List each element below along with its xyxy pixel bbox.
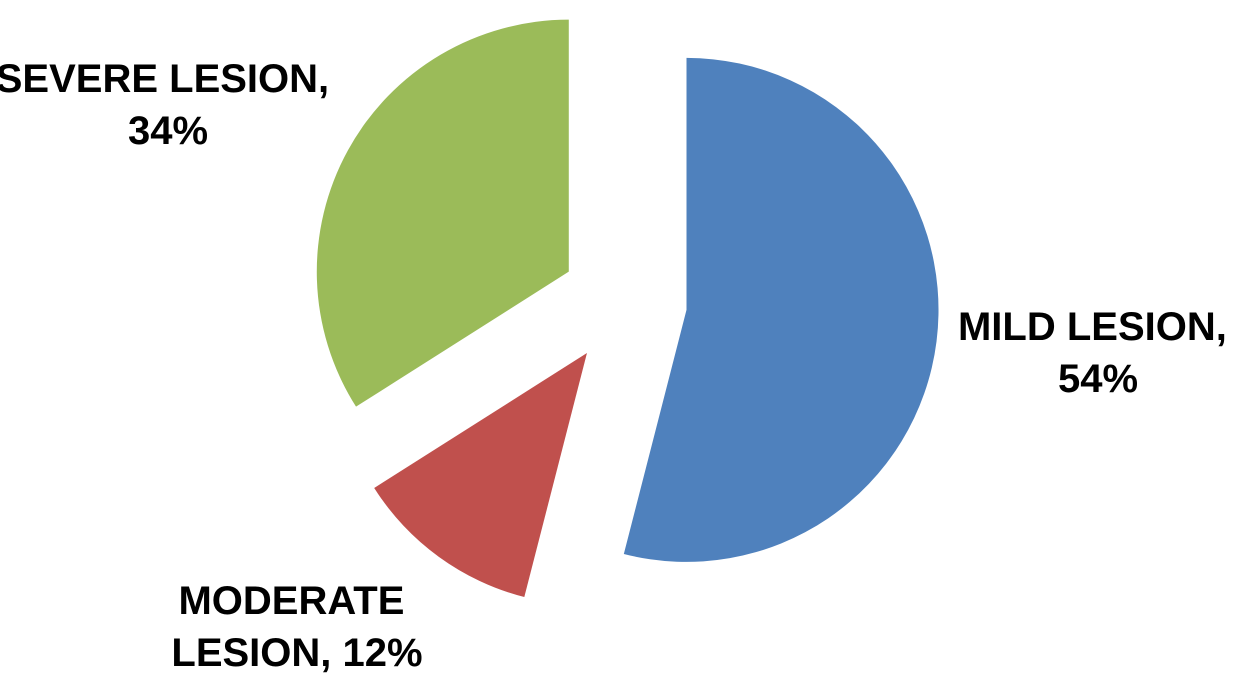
label-mild-lesion: MILD LESION, 54% [958, 305, 1236, 401]
pie-slices [316, 19, 939, 598]
pie-labels: MILD LESION, 54% MODERATE LESION, 12% SE… [0, 57, 1236, 673]
label-moderate-lesion: MODERATE LESION, 12% [171, 579, 422, 673]
pie-slice-moderate-lesion [374, 352, 587, 598]
label-severe-lesion: SEVERE LESION, 34% [0, 57, 340, 153]
pie-slice-severe-lesion [316, 19, 569, 407]
pie-slice-mild-lesion [623, 57, 939, 562]
